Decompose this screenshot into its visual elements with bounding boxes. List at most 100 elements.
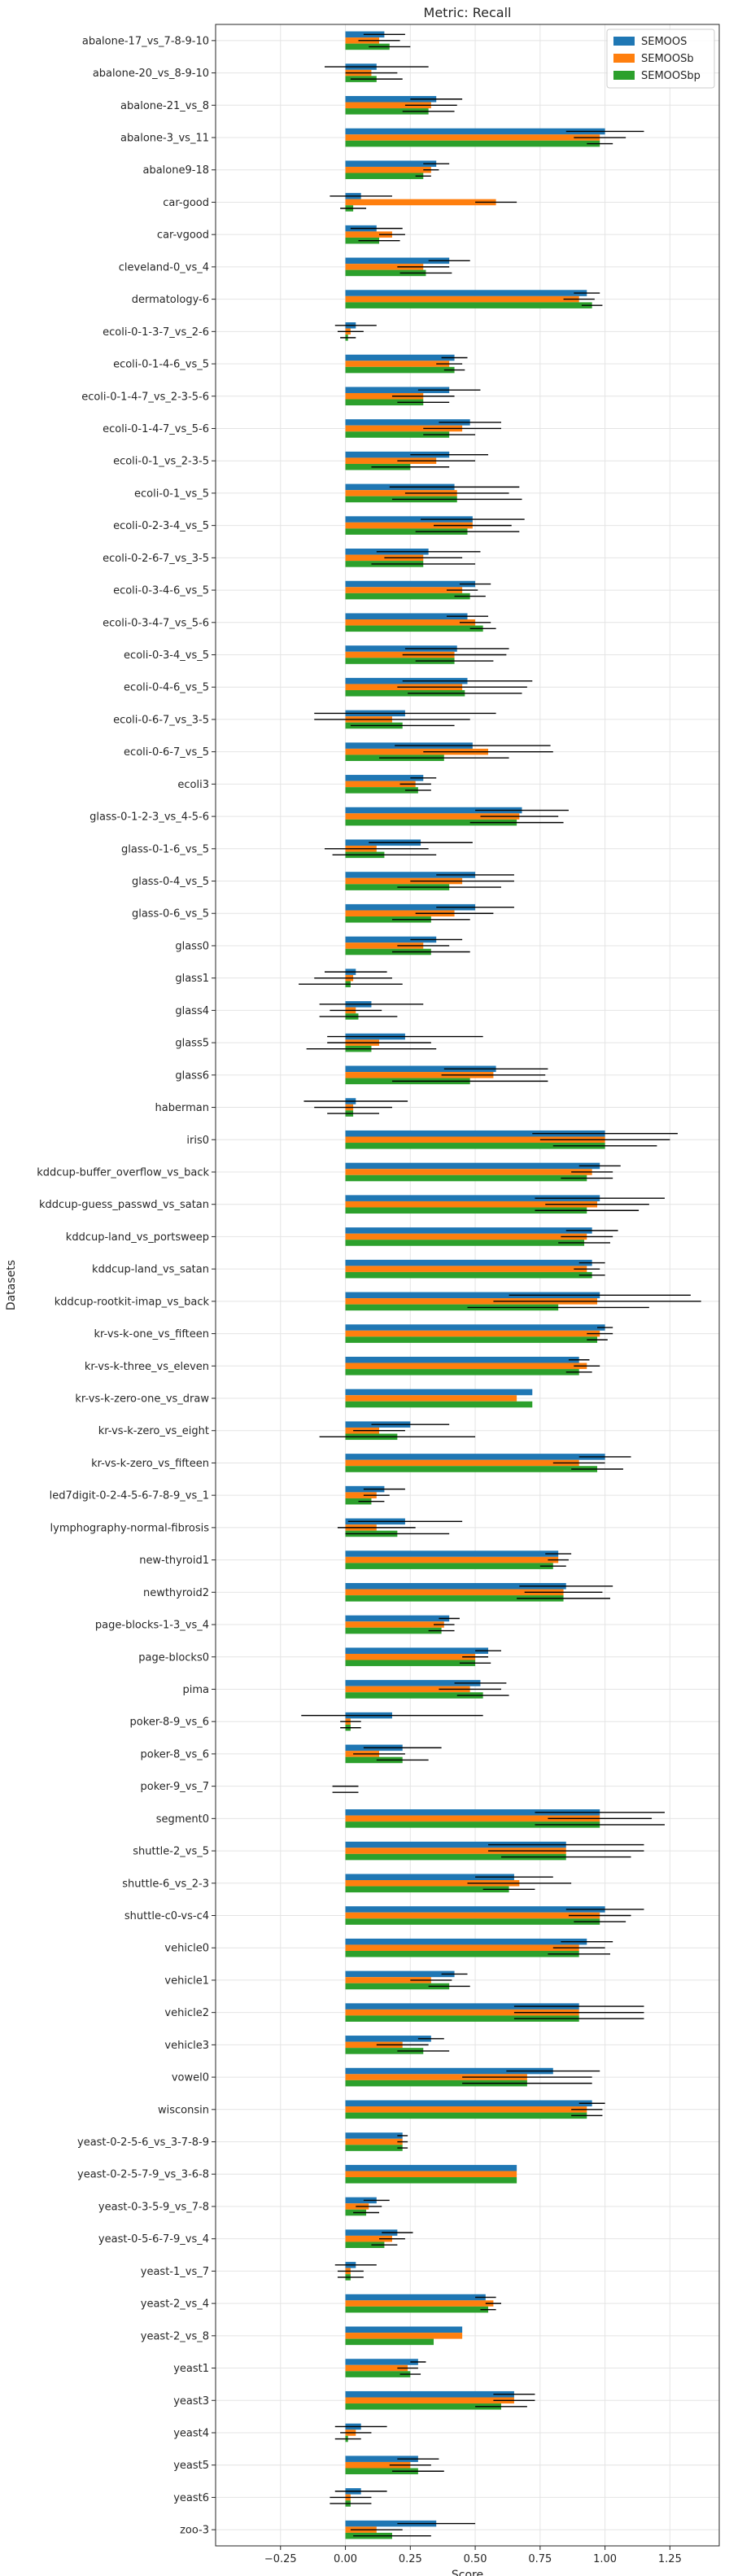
y-tick-label-shuttle-2-vs-5: shuttle-2_vs_5 xyxy=(133,1846,209,1858)
y-tick-label-kddcup-land-vs-portsweep: kddcup-land_vs_portsweep xyxy=(66,1231,209,1244)
bar-semoosb-ecoli-0-1-4-7-vs-2-3-5-6 xyxy=(345,392,424,400)
bar-semoos-glass-0-4-vs-5 xyxy=(345,872,476,878)
bar-semoosb-newthyroid2 xyxy=(345,1589,564,1596)
bar-semoos-vowel0 xyxy=(345,2067,553,2075)
bar-semoosbp-yeast-0-2-5-7-9-vs-3-6-8 xyxy=(345,2177,517,2184)
y-tick-label-ecoli-0-1-4-7-vs-5-6: ecoli-0-1-4-7_vs_5-6 xyxy=(103,423,209,435)
y-tick-label-yeast6: yeast6 xyxy=(173,2492,209,2504)
bar-semoosbp-kddcup-guess-passwd-vs-satan xyxy=(345,1207,587,1214)
y-tick-label-dermatology-6: dermatology-6 xyxy=(132,294,209,306)
bar-semoosb-yeast5 xyxy=(345,2461,411,2469)
bar-semoosb-iris0 xyxy=(345,1136,605,1144)
y-tick-label-glass-0-1-2-3-vs-4-5-6: glass-0-1-2-3_vs_4-5-6 xyxy=(89,811,209,824)
y-tick-label-kr-vs-k-zero-vs-fifteen: kr-vs-k-zero_vs_fifteen xyxy=(91,1458,209,1470)
bar-semoosb-ecoli-0-1-4-6-vs-5 xyxy=(345,361,450,367)
bar-semoosbp-yeast1 xyxy=(345,2371,411,2377)
bar-semoos-segment0 xyxy=(345,1809,600,1816)
bar-semoos-cleveland-0-vs-4 xyxy=(345,257,450,265)
x-tick-label: 0.25 xyxy=(399,2553,422,2565)
bar-semoos-kddcup-land-vs-portsweep xyxy=(345,1227,592,1234)
y-tick-label-kddcup-guess-passwd-vs-satan: kddcup-guess_passwd_vs_satan xyxy=(39,1199,209,1211)
bar-semoosb-yeast-2-vs-8 xyxy=(345,2333,463,2339)
y-tick-label-ecoli-0-2-6-7-vs-3-5: ecoli-0-2-6-7_vs_3-5 xyxy=(103,553,209,565)
bar-semoos-glass6 xyxy=(345,1065,496,1073)
bar-semoos-glass-0-6-vs-5 xyxy=(345,903,476,911)
bar-semoosbp-wisconsin xyxy=(345,2112,587,2119)
bar-semoos-ecoli3 xyxy=(345,775,424,781)
y-tick-label-lymphography-normal-fibrosis: lymphography-normal-fibrosis xyxy=(50,1522,210,1534)
bar-semoos-glass0 xyxy=(345,936,437,943)
y-tick-label-newthyroid2: newthyroid2 xyxy=(143,1587,209,1599)
y-tick-label-ecoli-0-1-4-7-vs-2-3-5-6: ecoli-0-1-4-7_vs_2-3-5-6 xyxy=(81,391,209,403)
bar-semoosbp-glass-0-4-vs-5 xyxy=(345,884,450,890)
y-tick-label-ecoli-0-1-vs-5: ecoli-0-1_vs_5 xyxy=(134,488,209,500)
y-tick-label-ecoli3: ecoli3 xyxy=(177,779,209,791)
bar-semoosb-kddcup-guess-passwd-vs-satan xyxy=(345,1201,598,1208)
bar-semoos-ecoli-0-1-4-7-vs-2-3-5-6 xyxy=(345,387,450,393)
bar-semoosb-abalone9-18 xyxy=(345,166,431,173)
y-tick-label-yeast-0-3-5-9-vs-7-8: yeast-0-3-5-9_vs_7-8 xyxy=(98,2201,209,2213)
bar-semoos-ecoli-0-1-vs-2-3-5 xyxy=(345,451,450,458)
bar-semoos-yeast-0-2-5-7-9-vs-3-6-8 xyxy=(345,2164,517,2171)
bar-semoosb-kddcup-buffer-overflow-vs-back xyxy=(345,1169,592,1175)
y-tick-label-yeast5: yeast5 xyxy=(173,2460,209,2472)
bar-semoos-vehicle1 xyxy=(345,1970,455,1978)
bar-semoosbp-yeast-0-2-5-6-vs-3-7-8-9 xyxy=(345,2145,403,2151)
x-tick-label: 1.00 xyxy=(593,2553,617,2565)
y-tick-label-yeast-2-vs-8: yeast-2_vs_8 xyxy=(141,2330,209,2342)
y-tick-label-yeast4: yeast4 xyxy=(173,2427,209,2439)
bar-semoos-abalone-3-vs-11 xyxy=(345,128,605,135)
bar-semoos-vehicle2 xyxy=(345,2003,579,2010)
bar-semoosb-cleveland-0-vs-4 xyxy=(345,264,424,270)
bar-semoosbp-kddcup-rootkit-imap-vs-back xyxy=(345,1304,559,1311)
bar-semoosb-new-thyroid1 xyxy=(345,1556,559,1564)
bar-semoosbp-ecoli-0-3-4-7-vs-5-6 xyxy=(345,625,483,632)
bar-semoosb-kddcup-land-vs-satan xyxy=(345,1266,587,1272)
bar-semoosbp-glass0 xyxy=(345,948,431,956)
bar-semoosb-pima xyxy=(345,1686,470,1693)
y-tick-label-abalone-17-vs-7-8-9-10: abalone-17_vs_7-8-9-10 xyxy=(82,35,209,47)
bar-semoosb-glass-0-4-vs-5 xyxy=(345,877,463,885)
y-tick-label-yeast-0-5-6-7-9-vs-4: yeast-0-5-6-7-9_vs_4 xyxy=(98,2233,209,2246)
legend-label-semoos: SEMOOS xyxy=(641,36,687,48)
bar-semoosb-kr-vs-k-one-vs-fifteen xyxy=(345,1330,600,1337)
bar-semoosbp-shuttle-c0-vs-c4 xyxy=(345,1918,600,1925)
bar-semoos-ecoli-0-3-4-6-vs-5 xyxy=(345,580,476,588)
bar-semoosbp-ecoli-0-4-6-vs-5 xyxy=(345,689,465,697)
bar-semoos-kddcup-guess-passwd-vs-satan xyxy=(345,1195,600,1201)
y-tick-label-poker-9-vs-7: poker-9_vs_7 xyxy=(141,1781,209,1793)
y-tick-label-ecoli-0-1-3-7-vs-2-6: ecoli-0-1-3-7_vs_2-6 xyxy=(103,326,209,339)
bar-semoosb-ecoli-0-3-4-vs-5 xyxy=(345,651,455,658)
bar-semoosb-yeast-0-2-5-7-9-vs-3-6-8 xyxy=(345,2171,517,2178)
y-tick-label-poker-8-9-vs-6: poker-8-9_vs_6 xyxy=(130,1717,209,1729)
bar-semoosb-vehicle3 xyxy=(345,2041,403,2049)
bar-semoosbp-yeast-2-vs-4 xyxy=(345,2306,489,2313)
bar-semoosbp-ecoli-0-3-4-6-vs-5 xyxy=(345,593,470,600)
chart-title: Metric: Recall xyxy=(424,5,512,20)
legend-swatch-semoos xyxy=(613,37,635,46)
y-tick-label-page-blocks0: page-blocks0 xyxy=(138,1651,209,1664)
bar-semoosbp-vehicle0 xyxy=(345,1950,579,1957)
y-tick-label-iris0: iris0 xyxy=(186,1135,209,1147)
y-tick-label-abalone-20-vs-8-9-10: abalone-20_vs_8-9-10 xyxy=(93,68,209,80)
bar-semoosbp-page-blocks0 xyxy=(345,1660,476,1667)
bar-semoosb-car-good xyxy=(345,199,496,206)
bar-semoosbp-ecoli3 xyxy=(345,787,418,794)
bar-semoos-kr-vs-k-one-vs-fifteen xyxy=(345,1324,605,1331)
y-tick-label-abalone-3-vs-11: abalone-3_vs_11 xyxy=(120,133,209,145)
bar-semoos-kddcup-buffer-overflow-vs-back xyxy=(345,1162,600,1170)
bar-semoosb-page-blocks-1-3-vs-4 xyxy=(345,1621,444,1628)
bar-semoosbp-dermatology-6 xyxy=(345,302,592,308)
y-tick-label-kddcup-land-vs-satan: kddcup-land_vs_satan xyxy=(92,1264,209,1276)
bar-semoosbp-ecoli-0-2-3-4-vs-5 xyxy=(345,528,468,535)
bar-semoos-ecoli-0-1-4-6-vs-5 xyxy=(345,354,455,361)
y-axis-title: Datasets xyxy=(5,1260,18,1310)
bar-semoosb-ecoli-0-3-4-6-vs-5 xyxy=(345,587,463,593)
y-tick-label-shuttle-6-vs-2-3: shuttle-6_vs_2-3 xyxy=(122,1878,209,1890)
x-tick-label: 0.00 xyxy=(334,2553,357,2565)
bar-semoosbp-ecoli-0-3-4-vs-5 xyxy=(345,658,455,664)
bar-semoosbp-cleveland-0-vs-4 xyxy=(345,269,426,277)
x-tick-label: 1.25 xyxy=(658,2553,682,2565)
bar-semoosb-led7digit-0-2-4-5-6-7-8-9-vs-1 xyxy=(345,1492,377,1498)
y-tick-label-abalone9-18: abalone9-18 xyxy=(143,164,210,177)
